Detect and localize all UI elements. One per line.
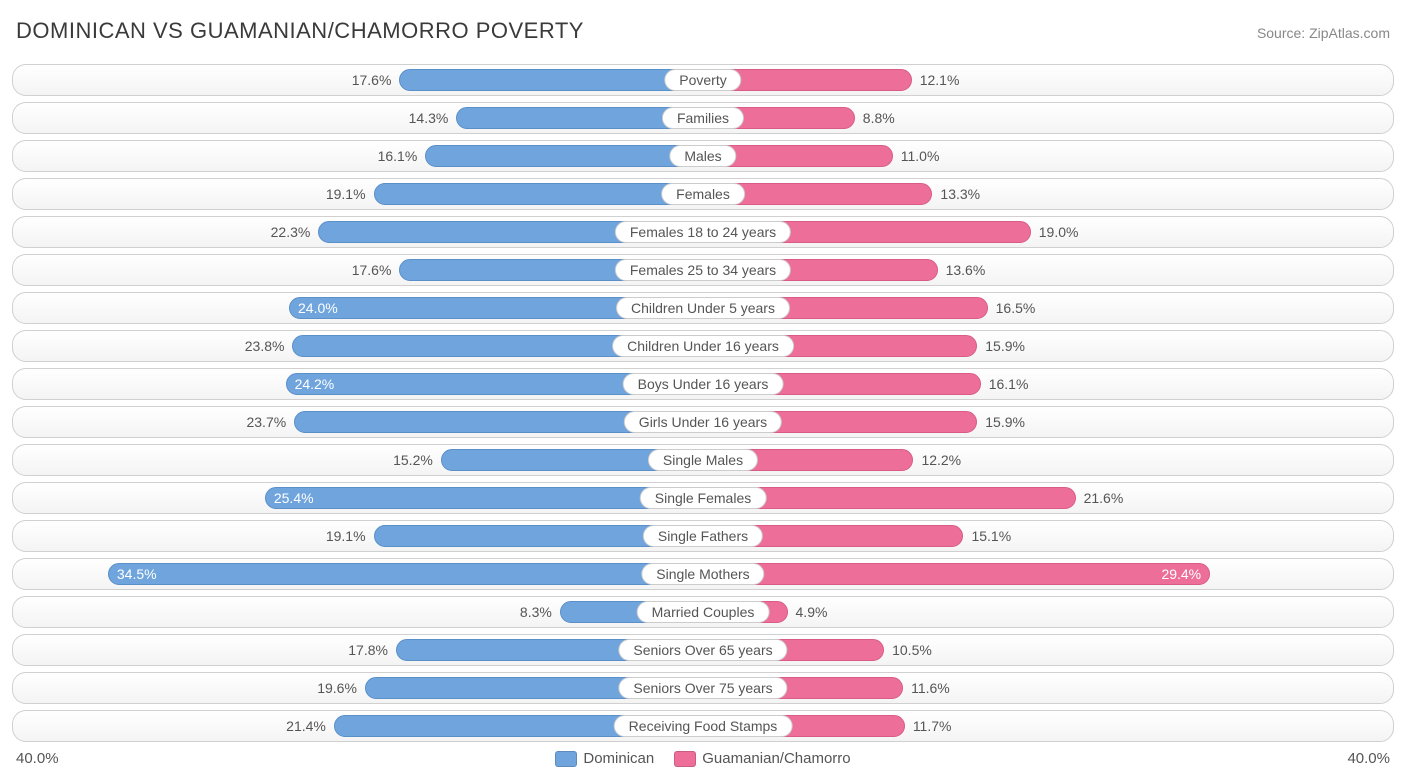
- chart-row: 23.8% 15.9% Children Under 16 years: [12, 330, 1394, 362]
- legend-item-left: Dominican: [555, 750, 654, 767]
- chart-row: 19.6% 11.6% Seniors Over 75 years: [12, 672, 1394, 704]
- value-label-left: 22.3%: [271, 224, 311, 240]
- value-label-right: 11.7%: [913, 718, 952, 734]
- value-label-right: 19.0%: [1039, 224, 1079, 240]
- category-label: Single Males: [648, 449, 758, 471]
- chart-row: 17.6% 13.6% Females 25 to 34 years: [12, 254, 1394, 286]
- category-label: Seniors Over 65 years: [618, 639, 787, 661]
- category-label: Females 18 to 24 years: [615, 221, 791, 243]
- value-label-right: 11.6%: [911, 680, 950, 696]
- bar-left: [374, 183, 703, 205]
- value-label-right: 8.8%: [863, 110, 895, 126]
- legend-label-right: Guamanian/Chamorro: [702, 750, 850, 767]
- value-label-right: 15.1%: [971, 528, 1011, 544]
- legend-label-left: Dominican: [583, 750, 654, 767]
- category-label: Poverty: [664, 69, 741, 91]
- value-label-left: 23.8%: [245, 338, 285, 354]
- bar-left: [399, 69, 703, 91]
- axis-max-left: 40.0%: [16, 750, 59, 767]
- chart-title: DOMINICAN VS GUAMANIAN/CHAMORRO POVERTY: [16, 18, 584, 44]
- chart-row: 19.1% 13.3% Females: [12, 178, 1394, 210]
- diverging-bar-chart: 17.6%12.1%Poverty14.3%8.8%Families16.1%1…: [12, 64, 1394, 742]
- value-label-right: 13.6%: [946, 262, 986, 278]
- legend-item-right: Guamanian/Chamorro: [674, 750, 850, 767]
- value-label-left: 8.3%: [520, 604, 552, 620]
- category-label: Children Under 16 years: [612, 335, 794, 357]
- value-label-left: 19.1%: [326, 528, 366, 544]
- value-label-left: 23.7%: [246, 414, 286, 430]
- swatch-icon: [674, 751, 696, 767]
- chart-row: 25.4% 21.6% Single Females: [12, 482, 1394, 514]
- chart-row: 15.2% 12.2% Single Males: [12, 444, 1394, 476]
- value-label-left: 17.8%: [348, 642, 388, 658]
- axis-max-right: 40.0%: [1347, 750, 1390, 767]
- category-label: Single Fathers: [643, 525, 763, 547]
- category-label: Married Couples: [637, 601, 770, 623]
- chart-header: DOMINICAN VS GUAMANIAN/CHAMORRO POVERTY …: [12, 18, 1394, 44]
- category-label: Single Mothers: [641, 563, 764, 585]
- value-label-left: 15.2%: [393, 452, 433, 468]
- value-label-right: 16.1%: [989, 376, 1029, 392]
- value-label-right: 29.4%: [1161, 566, 1201, 582]
- category-label: Families: [662, 107, 744, 129]
- value-label-left: 34.5%: [117, 566, 157, 582]
- chart-row: 8.3% 4.9% Married Couples: [12, 596, 1394, 628]
- value-label-left: 14.3%: [409, 110, 449, 126]
- chart-row: 22.3% 19.0% Females 18 to 24 years: [12, 216, 1394, 248]
- bar-left: 34.5%: [108, 563, 703, 585]
- chart-row: 16.1% 11.0% Males: [12, 140, 1394, 172]
- value-label-left: 17.6%: [352, 72, 392, 88]
- chart-row: 14.3% 8.8% Families: [12, 102, 1394, 134]
- category-label: Males: [669, 145, 736, 167]
- chart-source: Source: ZipAtlas.com: [1257, 25, 1390, 41]
- value-label-left: 24.0%: [298, 300, 338, 316]
- chart-row: 24.0% 16.5% Children Under 5 years: [12, 292, 1394, 324]
- category-label: Females 25 to 34 years: [615, 259, 791, 281]
- value-label-right: 12.1%: [920, 72, 960, 88]
- category-label: Receiving Food Stamps: [614, 715, 793, 737]
- chart-row: 19.1% 15.1% Single Fathers: [12, 520, 1394, 552]
- value-label-left: 21.4%: [286, 718, 326, 734]
- value-label-left: 19.6%: [317, 680, 357, 696]
- bar-left: 25.4%: [265, 487, 703, 509]
- chart-row: 34.5% 29.4% Single Mothers: [12, 558, 1394, 590]
- category-label: Boys Under 16 years: [623, 373, 784, 395]
- category-label: Seniors Over 75 years: [618, 677, 787, 699]
- value-label-left: 16.1%: [378, 148, 418, 164]
- chart-row: 23.7% 15.9% Girls Under 16 years: [12, 406, 1394, 438]
- chart-footer: 40.0% Dominican Guamanian/Chamorro 40.0%: [12, 750, 1394, 767]
- legend: Dominican Guamanian/Chamorro: [555, 750, 850, 767]
- value-label-right: 12.2%: [921, 452, 961, 468]
- value-label-right: 15.9%: [985, 414, 1025, 430]
- bar-left: [425, 145, 703, 167]
- chart-row: 17.8% 10.5% Seniors Over 65 years: [12, 634, 1394, 666]
- category-label: Females: [661, 183, 745, 205]
- value-label-right: 13.3%: [940, 186, 980, 202]
- value-label-right: 4.9%: [796, 604, 828, 620]
- category-label: Girls Under 16 years: [624, 411, 782, 433]
- chart-row: 21.4% 11.7% Receiving Food Stamps: [12, 710, 1394, 742]
- value-label-left: 24.2%: [295, 376, 335, 392]
- chart-row: 17.6% 12.1% Poverty: [12, 64, 1394, 96]
- value-label-right: 21.6%: [1084, 490, 1124, 506]
- bar-right: 29.4%: [703, 563, 1210, 585]
- category-label: Single Females: [640, 487, 767, 509]
- value-label-right: 16.5%: [996, 300, 1036, 316]
- value-label-left: 19.1%: [326, 186, 366, 202]
- category-label: Children Under 5 years: [616, 297, 790, 319]
- value-label-left: 17.6%: [352, 262, 392, 278]
- chart-row: 24.2% 16.1% Boys Under 16 years: [12, 368, 1394, 400]
- value-label-left: 25.4%: [274, 490, 314, 506]
- value-label-right: 11.0%: [901, 148, 940, 164]
- value-label-right: 10.5%: [892, 642, 932, 658]
- value-label-right: 15.9%: [985, 338, 1025, 354]
- swatch-icon: [555, 751, 577, 767]
